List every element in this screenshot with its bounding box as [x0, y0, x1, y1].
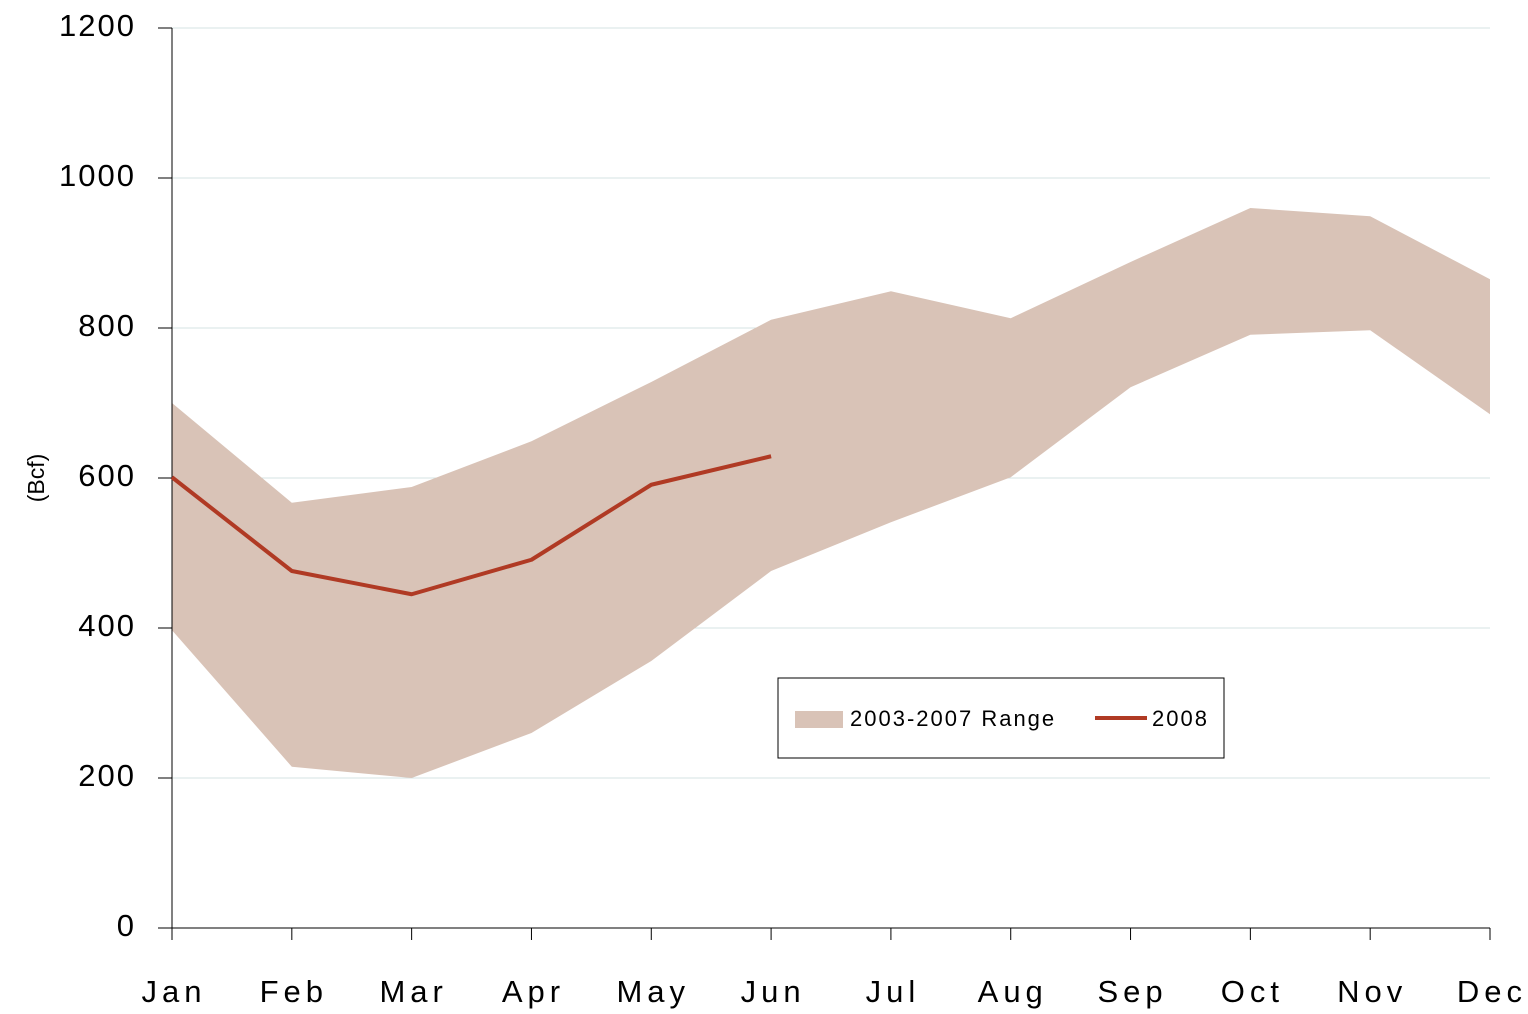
x-tick-label: Dec — [1457, 974, 1527, 1009]
y-axis-label: (Bcf) — [23, 454, 49, 503]
legend-box — [777, 677, 1225, 759]
y-tick-label: 800 — [78, 308, 136, 343]
y-tick-label: 200 — [78, 758, 136, 793]
x-tick-label: Aug — [978, 974, 1048, 1009]
x-tick-label: Jun — [741, 974, 806, 1009]
legend-swatch — [795, 711, 843, 728]
x-tick-label: Feb — [260, 974, 328, 1009]
x-tick-label: Jan — [142, 974, 207, 1009]
legend-label: 2008 — [1152, 706, 1209, 731]
x-tick-label: May — [616, 974, 690, 1009]
x-tick-label: Jul — [866, 974, 921, 1009]
x-tick-label: Oct — [1221, 974, 1284, 1009]
range-band — [172, 208, 1490, 778]
y-tick-label: 600 — [78, 458, 136, 493]
y-tick-label: 1200 — [59, 8, 136, 43]
y-tick-label: 0 — [117, 908, 136, 943]
x-tick-label: Mar — [379, 974, 447, 1009]
y-tick-label: 400 — [78, 608, 136, 643]
y-tick-label: 1000 — [59, 158, 136, 193]
x-tick-label: Nov — [1337, 974, 1407, 1009]
x-tick-label: Sep — [1097, 974, 1167, 1009]
x-tick-label: Apr — [502, 974, 565, 1009]
legend-label: 2003-2007 Range — [850, 706, 1056, 731]
line-series — [170, 454, 772, 597]
